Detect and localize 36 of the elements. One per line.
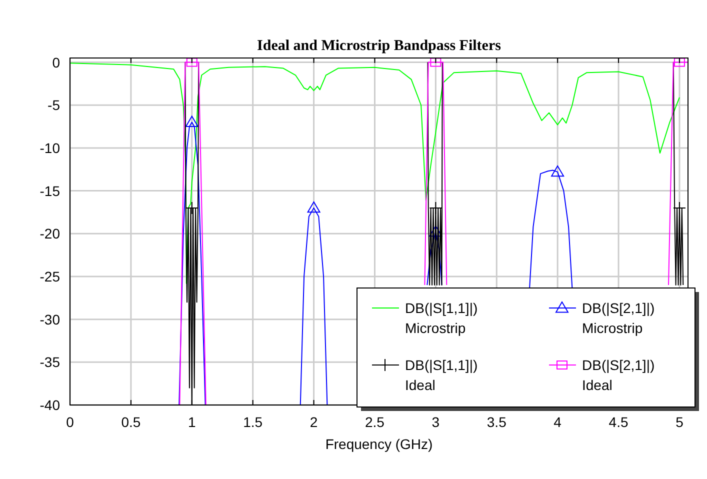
point	[307, 201, 320, 213]
y-tick-label: -30	[40, 311, 60, 328]
y-tick-label: 0	[52, 54, 60, 70]
x-tick-label: 1.5	[243, 414, 263, 430]
y-tick-label: -25	[40, 268, 60, 284]
line-series	[70, 62, 680, 284]
x-tick-label: 1	[188, 414, 196, 430]
legend-label: DB(|S[1,1]|) Microstrip	[405, 300, 478, 336]
x-tick-label: 5	[676, 414, 684, 430]
x-axis-title: Frequency (GHz)	[325, 436, 433, 452]
x-tick-label: 3	[432, 414, 440, 430]
x-tick-label: 3.5	[486, 414, 507, 430]
legend-label: DB(|S[2,1]|) Microstrip	[582, 300, 655, 336]
point	[186, 58, 198, 67]
legend-label: DB(|S[1,1]|) Ideal	[405, 357, 478, 393]
point	[672, 201, 686, 214]
point	[185, 201, 198, 214]
y-tick-label: -10	[40, 140, 60, 156]
chart-title: Ideal and Microstrip Bandpass Filters	[257, 38, 502, 54]
y-tick-label: -15	[40, 182, 60, 199]
y-tick-label: -35	[40, 354, 60, 370]
x-tick-label: 2	[310, 414, 318, 430]
y-tick-label: -5	[48, 97, 60, 114]
x-tick-label: 4	[554, 414, 562, 430]
point	[674, 58, 685, 67]
y-tick-label: -20	[40, 226, 60, 242]
y-tick-label: -40	[40, 397, 60, 413]
x-tick-label: 0	[66, 414, 74, 430]
x-tick-label: 4.5	[608, 414, 628, 430]
x-tick-label: 0.5	[121, 414, 141, 430]
point	[551, 165, 564, 177]
point	[429, 201, 442, 214]
x-tick-label: 2.5	[365, 414, 385, 430]
point	[185, 116, 198, 127]
point	[430, 58, 442, 67]
legend-label: DB(|S[2,1]|) Ideal	[582, 357, 655, 393]
